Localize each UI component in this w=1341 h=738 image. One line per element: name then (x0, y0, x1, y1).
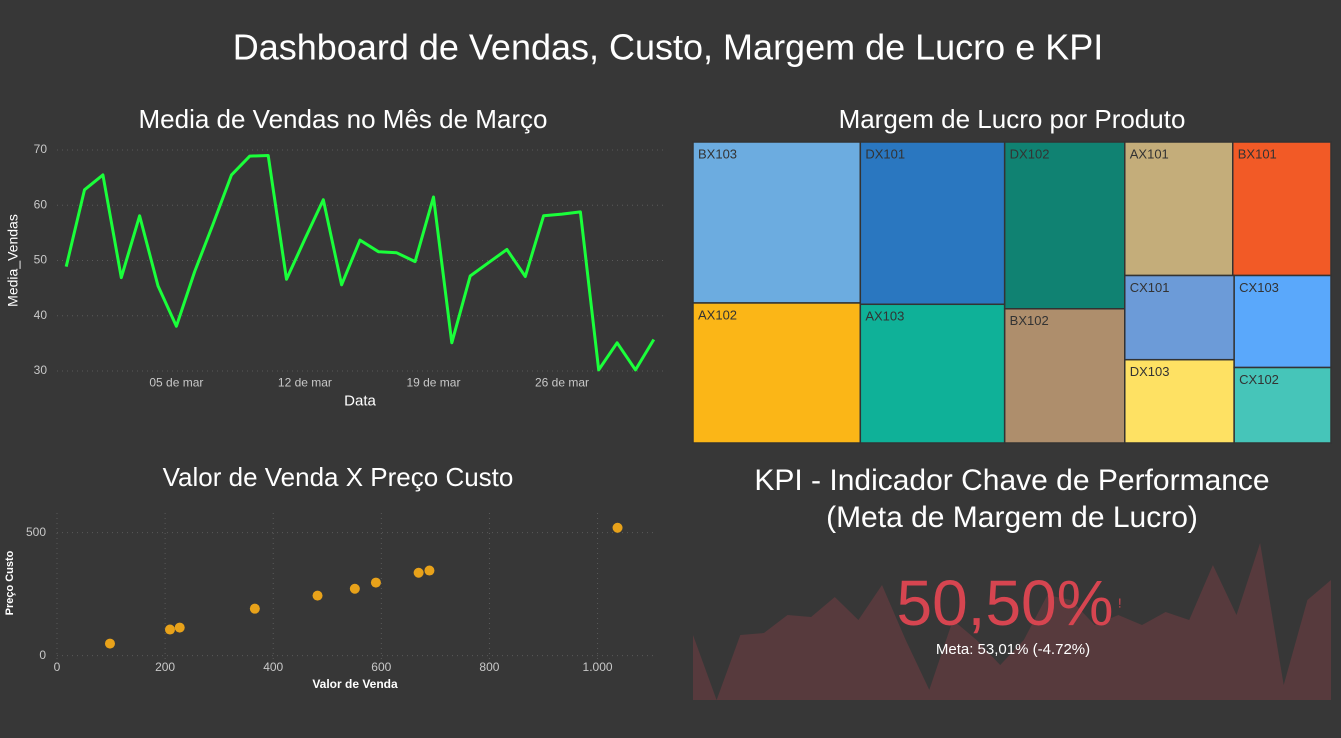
y-tick-label: 60 (34, 197, 48, 211)
x-tick-label: 0 (54, 660, 61, 674)
scatter-point (249, 603, 260, 614)
tile-label: DX102 (1010, 146, 1050, 161)
treemap-tile (1124, 141, 1234, 277)
treemap-tile (1124, 358, 1235, 444)
tile-label: AX103 (865, 309, 904, 324)
scatter-point (104, 638, 115, 649)
scatter-point (370, 577, 381, 588)
kpi-goal: Meta: 53,01% (-4.72%) (936, 641, 1090, 658)
x-tick-label: 12 de mar (278, 376, 332, 390)
x-axis-label: Data (344, 392, 376, 409)
treemap-tile (1003, 141, 1126, 310)
y-axis-label: Preço Custo (4, 550, 16, 615)
tile-label: CX102 (1239, 372, 1279, 387)
x-tick-label: 1.000 (583, 660, 613, 674)
tile-label: AX102 (698, 307, 737, 322)
y-tick-label: 500 (26, 525, 46, 539)
y-axis-label: Media_Vendas (5, 214, 21, 307)
tile-label: DX103 (1130, 364, 1170, 379)
x-axis-label: Valor de Venda (312, 677, 398, 691)
scatter-point (349, 583, 360, 594)
treemap-tile (1233, 366, 1332, 444)
tile-label: CX101 (1130, 280, 1170, 295)
y-tick-label: 70 (34, 142, 48, 156)
x-tick-label: 400 (263, 660, 283, 674)
chart-title: Margem de Lucro por Produto (839, 104, 1186, 134)
tile-label: BX103 (698, 146, 737, 161)
x-tick-label: 800 (479, 660, 499, 674)
x-tick-label: 200 (155, 660, 175, 674)
y-tick-label: 40 (34, 308, 48, 322)
chart-title: KPI - Indicador Chave de Performance (754, 464, 1269, 497)
treemap-tile (1124, 274, 1235, 361)
x-tick-label: 600 (371, 660, 391, 674)
y-tick-label: 30 (34, 363, 48, 377)
scatter-point (424, 565, 435, 576)
chart-title: Media de Vendas no Mês de Março (138, 104, 547, 134)
dashboard-title: Dashboard de Vendas, Custo, Margem de Lu… (233, 27, 1104, 68)
tile-label: BX102 (1010, 313, 1049, 328)
x-tick-label: 05 de mar (149, 376, 203, 390)
chart-title: (Meta de Margem de Lucro) (826, 501, 1198, 534)
tile-label: AX101 (1130, 146, 1169, 161)
kpi-value: 50,50% (896, 567, 1113, 639)
treemap-tile (1232, 141, 1332, 277)
treemap-tile (692, 141, 862, 304)
y-tick-label: 50 (34, 253, 48, 267)
treemap-tile (859, 141, 1006, 306)
tile-label: CX103 (1239, 280, 1279, 295)
treemap-tile (1003, 308, 1126, 444)
tile-label: BX101 (1238, 146, 1277, 161)
treemap-tile (859, 303, 1006, 444)
x-tick-label: 26 de mar (535, 376, 589, 390)
kpi-status: ! (1118, 595, 1122, 610)
scatter-point (312, 590, 323, 601)
line (64, 154, 656, 372)
scatter-point (174, 622, 185, 633)
treemap-tile (692, 302, 862, 444)
y-tick-label: 0 (39, 648, 46, 662)
tile-label: DX101 (865, 146, 905, 161)
scatter-point (612, 522, 623, 533)
x-tick-label: 19 de mar (406, 376, 460, 390)
scatter-point (164, 624, 175, 635)
trend-area (693, 543, 1331, 700)
scatter-point (413, 567, 424, 578)
chart-title: Valor de Venda X Preço Custo (163, 462, 514, 492)
